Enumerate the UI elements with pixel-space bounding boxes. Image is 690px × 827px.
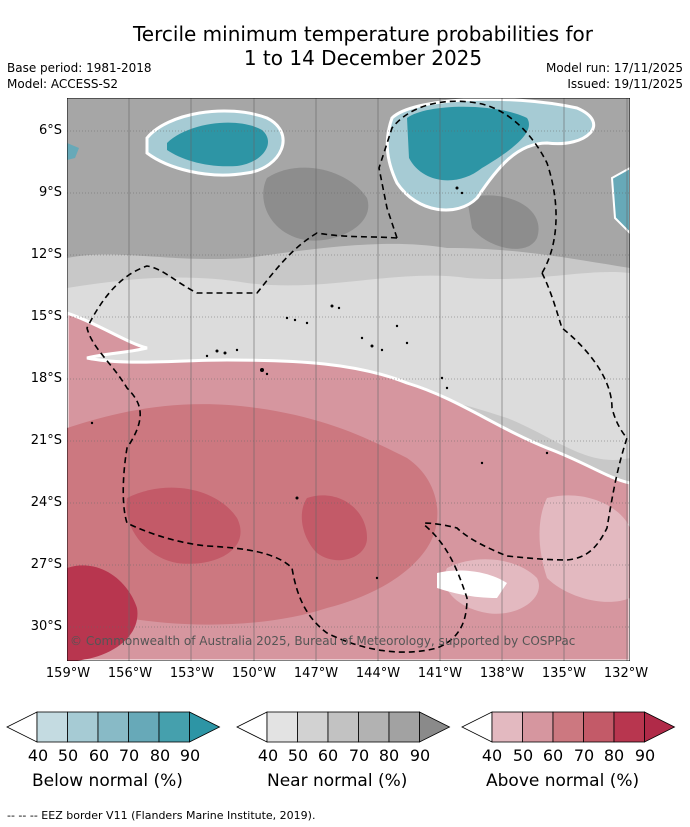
lat-label-21s: 21°S [30, 433, 62, 448]
cbar-near-tick-70: 70 [348, 746, 370, 765]
above-normal-zone-80-2 [301, 495, 367, 561]
lon-label-132w: 132°W [603, 666, 649, 681]
cbar-above-segment [522, 711, 554, 743]
cbar-below-arrow-low [6, 711, 38, 743]
lon-label-147w: 147°W [293, 666, 339, 681]
cbar-near-tick-60: 60 [317, 746, 339, 765]
cbar-below-tick-90: 90 [179, 746, 201, 765]
lat-label-15s: 15°S [30, 309, 62, 324]
probability-map [65, 97, 632, 663]
cbar-above-tick-60: 60 [542, 746, 564, 765]
cbar-above-segment [613, 711, 645, 743]
issued-date: Issued: 19/11/2025 [567, 77, 683, 91]
model-run: Model run: 17/11/2025 [545, 61, 683, 75]
grid-lines [67, 98, 630, 661]
meta-left: Base period: 1981-2018 Model: ACCESS-S2 [7, 60, 152, 92]
cbar-near-tick-90: 90 [409, 746, 431, 765]
cbar-near-tick-80: 80 [378, 746, 400, 765]
colorbars [6, 711, 676, 743]
lat-label-6s: 6°S [38, 123, 62, 138]
model-name: Model: ACCESS-S2 [7, 77, 119, 91]
cbar-above-arrow-high [644, 711, 676, 743]
lat-label-12s: 12°S [30, 247, 62, 262]
above-normal-zone-70 [67, 404, 438, 625]
cbar-near-segment [297, 711, 329, 743]
cbar-near-segment [266, 711, 298, 743]
cbar-below-tick-60: 60 [88, 746, 110, 765]
cbar-below-segment [97, 711, 129, 743]
cbar-above-tick-70: 70 [573, 746, 595, 765]
below-normal-core-west [167, 122, 268, 167]
cbar-near-segment [358, 711, 390, 743]
islands [90, 186, 549, 580]
lat-label-30s: 30°S [30, 619, 62, 634]
lat-label-27s: 27°S [30, 557, 62, 572]
base-period: Base period: 1981-2018 [7, 61, 152, 75]
cbar-near-tick-50: 50 [287, 746, 309, 765]
map-panel: © Commonwealth of Australia 2025, Bureau… [65, 97, 632, 663]
eez-footer-note: -- -- -- EEZ border V11 (Flanders Marine… [7, 809, 316, 822]
cbar-below-tick-70: 70 [118, 746, 140, 765]
cbar-below-segment [158, 711, 190, 743]
cbar-above-label: Above normal (%) [486, 771, 640, 791]
cbar-below-tick-50: 50 [57, 746, 79, 765]
cbar-near-label: Near normal (%) [267, 771, 408, 791]
no-dominant-patch [437, 570, 507, 598]
cbar-near-tick-40: 40 [257, 746, 279, 765]
lon-label-135w: 135°W [541, 666, 587, 681]
cbar-above-tick-90: 90 [634, 746, 656, 765]
copyright-notice: © Commonwealth of Australia 2025, Bureau… [70, 634, 576, 648]
below-normal-area-westedge [67, 143, 79, 160]
lon-label-144w: 144°W [355, 666, 401, 681]
cbar-below-segment [128, 711, 160, 743]
cbar-above-segment [583, 711, 615, 743]
lat-label-18s: 18°S [30, 371, 62, 386]
cbar-above-tick-80: 80 [603, 746, 625, 765]
cbar-above-tick-40: 40 [481, 746, 503, 765]
title-line-2: 1 to 14 December 2025 [243, 46, 483, 70]
meta-right: Model run: 17/11/2025 Issued: 19/11/2025 [546, 60, 683, 92]
title-line-1: Tercile minimum temperature probabilitie… [132, 22, 594, 46]
below-normal-core-east [407, 106, 529, 181]
map-title: Tercile minimum temperature probabilitie… [0, 22, 690, 70]
eez-borders [86, 100, 628, 653]
cbar-near-segment [388, 711, 420, 743]
cbar-below-tick-40: 40 [27, 746, 49, 765]
lon-label-141w: 141°W [417, 666, 463, 681]
lon-label-156w: 156°W [107, 666, 153, 681]
cbar-above-tick-50: 50 [512, 746, 534, 765]
above-normal-zone-90 [67, 565, 138, 661]
cbar-near-arrow-low [236, 711, 268, 743]
lon-label-150w: 150°W [231, 666, 277, 681]
lon-label-138w: 138°W [479, 666, 525, 681]
cbar-below-arrow-high [189, 711, 221, 743]
cbar-below-segment [36, 711, 68, 743]
cbar-below-tick-80: 80 [149, 746, 171, 765]
above-normal-zone-80 [126, 487, 241, 564]
cbar-above-segment [552, 711, 584, 743]
cbar-near-segment [327, 711, 359, 743]
cbar-above-segment [491, 711, 523, 743]
cbar-above-arrow-low [461, 711, 493, 743]
lat-label-24s: 24°S [30, 495, 62, 510]
cbar-near-arrow-high [419, 711, 451, 743]
lon-label-153w: 153°W [169, 666, 215, 681]
lat-label-9s: 9°S [38, 185, 62, 200]
lon-label-159w: 159°W [45, 666, 91, 681]
cbar-below-label: Below normal (%) [32, 771, 183, 791]
near-normal-zone-darkest-2 [467, 195, 539, 249]
cbar-below-segment [67, 711, 99, 743]
